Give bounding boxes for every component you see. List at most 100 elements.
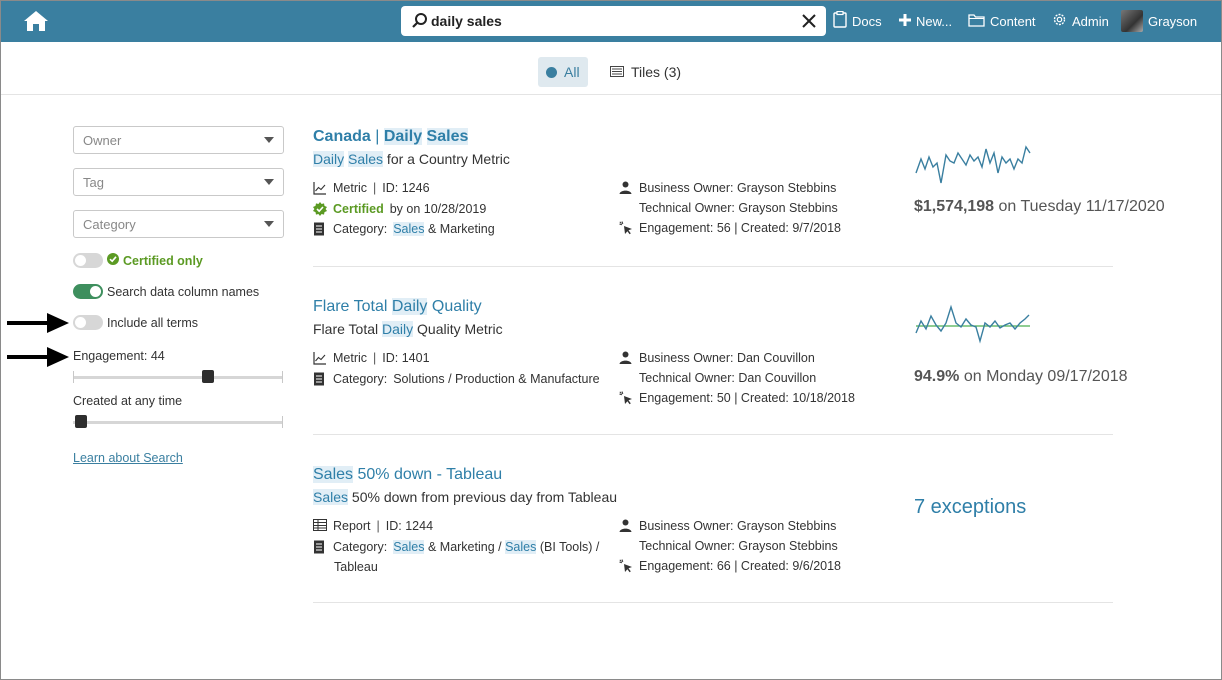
tab-all-label: All [564,64,580,80]
category-select[interactable]: Category [73,210,284,238]
nav-new[interactable]: New... [899,12,952,30]
home-icon[interactable] [23,9,49,33]
created-label: Created at any time [73,394,183,408]
certified-only-label: Certified only [107,253,203,268]
slider-thumb[interactable] [75,415,87,428]
exceptions-link[interactable]: 7 exceptions [914,496,1027,518]
result-type-row: Metric | ID: 1246 [313,181,430,195]
click-icon [619,391,633,405]
category-text: (BI Tools) / [539,540,600,554]
result-subtitle: Daily Sales for a Country Metric [313,151,510,167]
tab-tiles-label: Tiles (3) [631,64,682,80]
category-text: Solutions / Production & Manufacture [393,372,600,386]
engagement-created: Engagement: 50 | Created: 10/18/2018 [639,391,855,405]
result-subtitle-highlight: Daily [382,321,414,337]
result-divider [313,602,1113,603]
engagement-label: Engagement: 44 [73,349,165,363]
toggle-knob [90,286,101,297]
tab-all[interactable]: All [538,57,588,87]
result-subtitle-part: Flare Total [313,321,382,337]
technical-owner: Technical Owner: Grayson Stebbins [639,201,838,215]
result-category-row: Category: Sales & Marketing [313,222,495,236]
created-slider[interactable] [73,415,283,429]
metric-icon [313,351,327,365]
tag-select[interactable]: Tag [73,168,284,196]
result-title[interactable]: Flare Total Daily Quality [313,298,482,316]
result-category-row: Category: Sales & Marketing / Sales (BI … [313,540,599,554]
category-text: & Marketing [427,222,495,236]
toggle-knob [75,317,86,328]
result-subtitle-part: 50% down from previous day from Tableau [348,489,618,505]
result-title-highlight: Daily [391,298,428,315]
nav-content[interactable]: Content [968,12,1036,30]
search-box[interactable] [401,6,826,36]
result-id: ID: 1401 [382,351,430,365]
category-continuation: Tableau [334,560,378,574]
business-owner-row: Business Owner: Grayson Stebbins [619,519,836,533]
learn-about-search-link[interactable]: Learn about Search [73,451,183,465]
result-type-tabs: All Tiles (3) [1,42,1221,95]
latest-value-number: $1,574,198 [914,198,995,215]
nav-user-label: Grayson [1148,13,1198,29]
search-columns-label: Search data column names [107,285,260,299]
person-icon [619,519,633,533]
category-link[interactable]: Sales [505,540,537,554]
result-title-highlight: Sales [426,128,469,145]
person-icon [619,181,633,195]
result-title-part: Canada [313,128,371,145]
include-all-terms-label: Include all terms [107,316,199,330]
chevron-down-icon [264,179,274,185]
category-link[interactable]: Sales [393,540,425,554]
arrow-icon [7,346,69,368]
owner-select[interactable]: Owner [73,126,284,154]
sparkline [915,145,1031,184]
result-id: ID: 1244 [385,519,434,533]
result-divider [313,434,1113,435]
plus-icon [899,13,911,29]
business-owner: Business Owner: Grayson Stebbins [639,519,837,533]
category-select-label: Category [83,217,136,232]
meta-separator: | [373,351,377,365]
category-link[interactable]: Sales [393,222,425,236]
result-subtitle-part: for a Country Metric [383,151,510,167]
business-owner: Business Owner: Dan Couvillon [639,351,815,365]
nav-docs[interactable]: Docs [833,10,882,31]
result-title[interactable]: Canada | Daily Sales [313,128,469,146]
category-text: & Marketing / [427,540,502,554]
certified-icon [313,202,327,216]
result-title-highlight: Sales [313,466,354,483]
engagement-slider[interactable] [73,370,283,384]
category-icon [313,372,327,386]
search-columns-toggle[interactable] [73,284,103,299]
nav-docs-label: Docs [852,13,882,29]
nav-admin[interactable]: Admin [1052,12,1109,30]
search-input[interactable] [431,11,791,31]
certified-only-toggle[interactable] [73,253,103,268]
close-icon[interactable] [801,13,817,29]
include-all-terms-toggle[interactable] [73,315,103,330]
nav-content-label: Content [990,13,1036,29]
certified-only-text: Certified only [123,253,203,268]
result-title[interactable]: Sales 50% down - Tableau [313,466,502,484]
engagement-row: Engagement: 66 | Created: 9/6/2018 [619,559,841,573]
certified-date: by on 10/28/2019 [389,202,487,216]
category-icon [313,540,327,554]
result-title-part: | [370,128,384,145]
slider-thumb[interactable] [202,370,214,383]
result-subtitle-part: Quality Metric [413,321,503,337]
tab-tiles[interactable]: Tiles (3) [610,57,681,87]
engagement-row: Engagement: 56 | Created: 9/7/2018 [619,221,841,235]
person-icon [619,351,633,365]
category-label: Category: [333,540,388,554]
nav-user[interactable]: Grayson [1121,10,1197,32]
business-owner: Business Owner: Grayson Stebbins [639,181,837,195]
business-owner-row: Business Owner: Dan Couvillon [619,351,815,365]
engagement-created: Engagement: 56 | Created: 9/7/2018 [639,221,842,235]
meta-separator: | [373,181,377,195]
chevron-down-icon [264,221,274,227]
metric-icon [313,181,327,195]
docs-icon [833,10,847,31]
result-title-part [422,128,426,145]
engagement-row: Engagement: 50 | Created: 10/18/2018 [619,391,855,405]
